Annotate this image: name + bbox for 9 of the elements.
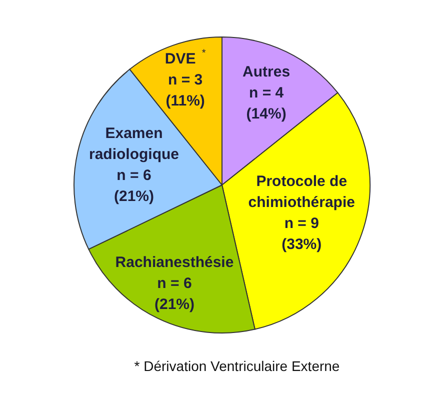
data-label: n = 3 (11%): [166, 72, 205, 110]
data-label: n = 4 (14%): [246, 84, 286, 122]
data-label: n = 9 (33%): [282, 214, 322, 253]
text: * Dérivation Ventriculaire Externe: [134, 358, 340, 374]
slice-label: Rachianesthésie: [115, 254, 234, 272]
slice-label: DVE *: [164, 48, 206, 68]
data-label: n = 6 (21%): [114, 166, 154, 205]
data-label: n = 6 (21%): [154, 275, 194, 314]
slice-label: Autres: [242, 63, 290, 80]
